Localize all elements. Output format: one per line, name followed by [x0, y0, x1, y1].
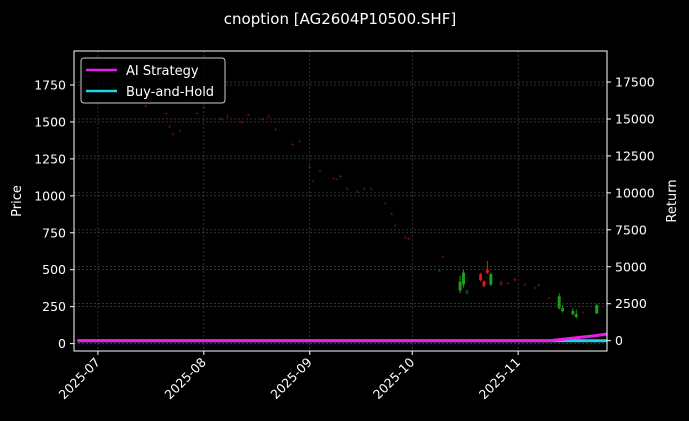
candle-body — [499, 281, 503, 286]
y-tick-label-right: 5000 — [615, 259, 647, 274]
y-tick-label-right: 10000 — [615, 185, 655, 200]
candle-body — [311, 181, 315, 183]
candle-body — [595, 305, 599, 314]
legend-label-buy-and-hold: Buy-and-Hold — [126, 85, 214, 100]
candle-body — [574, 314, 578, 318]
return-lines — [77, 332, 608, 343]
candle-body — [356, 191, 360, 193]
candle-body — [267, 116, 271, 118]
candle-body — [390, 213, 394, 215]
candle-body — [202, 107, 206, 109]
candlesticks — [144, 99, 599, 319]
y-tick-label-left: 500 — [42, 262, 66, 277]
candle-body — [168, 126, 172, 128]
candle-body — [144, 105, 148, 107]
y-axis-left: 0 250 500 750 1000 1250 1500 1750 — [34, 77, 74, 351]
candle-body — [533, 287, 537, 289]
candle-body — [369, 188, 373, 190]
candle-body — [537, 284, 541, 286]
y-tick-label-left: 750 — [42, 225, 66, 240]
candle-body — [171, 133, 175, 135]
candle-body — [298, 141, 301, 143]
y-tick-label-right: 15000 — [615, 111, 655, 126]
candle-body — [403, 237, 407, 239]
y-tick-label-left: 1000 — [34, 188, 66, 203]
candle-body — [308, 166, 312, 168]
candle-body — [513, 278, 517, 281]
candle-body — [178, 130, 182, 132]
y-tick-label-right: 7500 — [615, 222, 647, 237]
candle-body — [479, 274, 483, 281]
candle-body — [482, 281, 486, 286]
candle-body — [506, 283, 510, 285]
y-axis-right-label: Return — [665, 179, 680, 222]
candle-body — [226, 116, 230, 118]
candle-body — [393, 225, 397, 227]
candle-body — [581, 311, 585, 313]
candle-body — [274, 129, 278, 131]
axes-frame — [73, 50, 608, 352]
candle-body — [239, 121, 243, 123]
candle-body — [332, 178, 336, 180]
gridlines — [74, 51, 607, 351]
candle-body — [362, 188, 366, 190]
legend: AI Strategy Buy-and-Hold — [80, 57, 226, 104]
y-axis-left-label: Price — [10, 185, 25, 217]
candle-body — [441, 256, 445, 258]
candle-body — [195, 113, 199, 115]
candle-body — [383, 203, 387, 205]
y-tick-label-right: 0 — [615, 333, 623, 348]
chart-title: cnoption [AG2604P10500.SHF] — [224, 10, 456, 28]
legend-label-ai-strategy: AI Strategy — [126, 64, 199, 79]
y-tick-label-left: 250 — [42, 299, 66, 314]
y-axis-right: 0 2500 5000 7500 10000 12500 15000 17500 — [607, 75, 655, 348]
y-tick-label-right: 17500 — [615, 75, 655, 90]
candle-body — [335, 178, 339, 180]
y-tick-label-right: 2500 — [615, 296, 647, 311]
y-tick-label-left: 0 — [58, 336, 66, 351]
candle-body — [571, 311, 575, 315]
candle-body — [485, 269, 489, 273]
candle-body — [339, 175, 342, 177]
candle-body — [345, 188, 349, 190]
candle-body — [547, 297, 551, 299]
candle-body — [164, 113, 168, 115]
y-tick-label-right: 12500 — [615, 148, 655, 163]
candle-body — [260, 118, 264, 120]
candle-body — [438, 270, 442, 272]
y-tick-label-left: 1250 — [34, 151, 66, 166]
candle-body — [557, 296, 561, 309]
candle-body — [291, 144, 295, 146]
candle-body — [458, 281, 462, 291]
candle-body — [318, 170, 322, 172]
candle-body — [489, 274, 493, 285]
candle-body — [561, 308, 565, 312]
candle-body — [465, 290, 469, 294]
y-tick-label-left: 1500 — [34, 114, 66, 129]
candle-body — [523, 284, 527, 286]
candle-body — [462, 272, 465, 285]
y-tick-label-left: 1750 — [34, 77, 66, 92]
candle-body — [246, 114, 250, 116]
candle-body — [407, 237, 411, 240]
series-line-ai-strategy — [77, 332, 608, 343]
candle-body — [219, 118, 223, 120]
